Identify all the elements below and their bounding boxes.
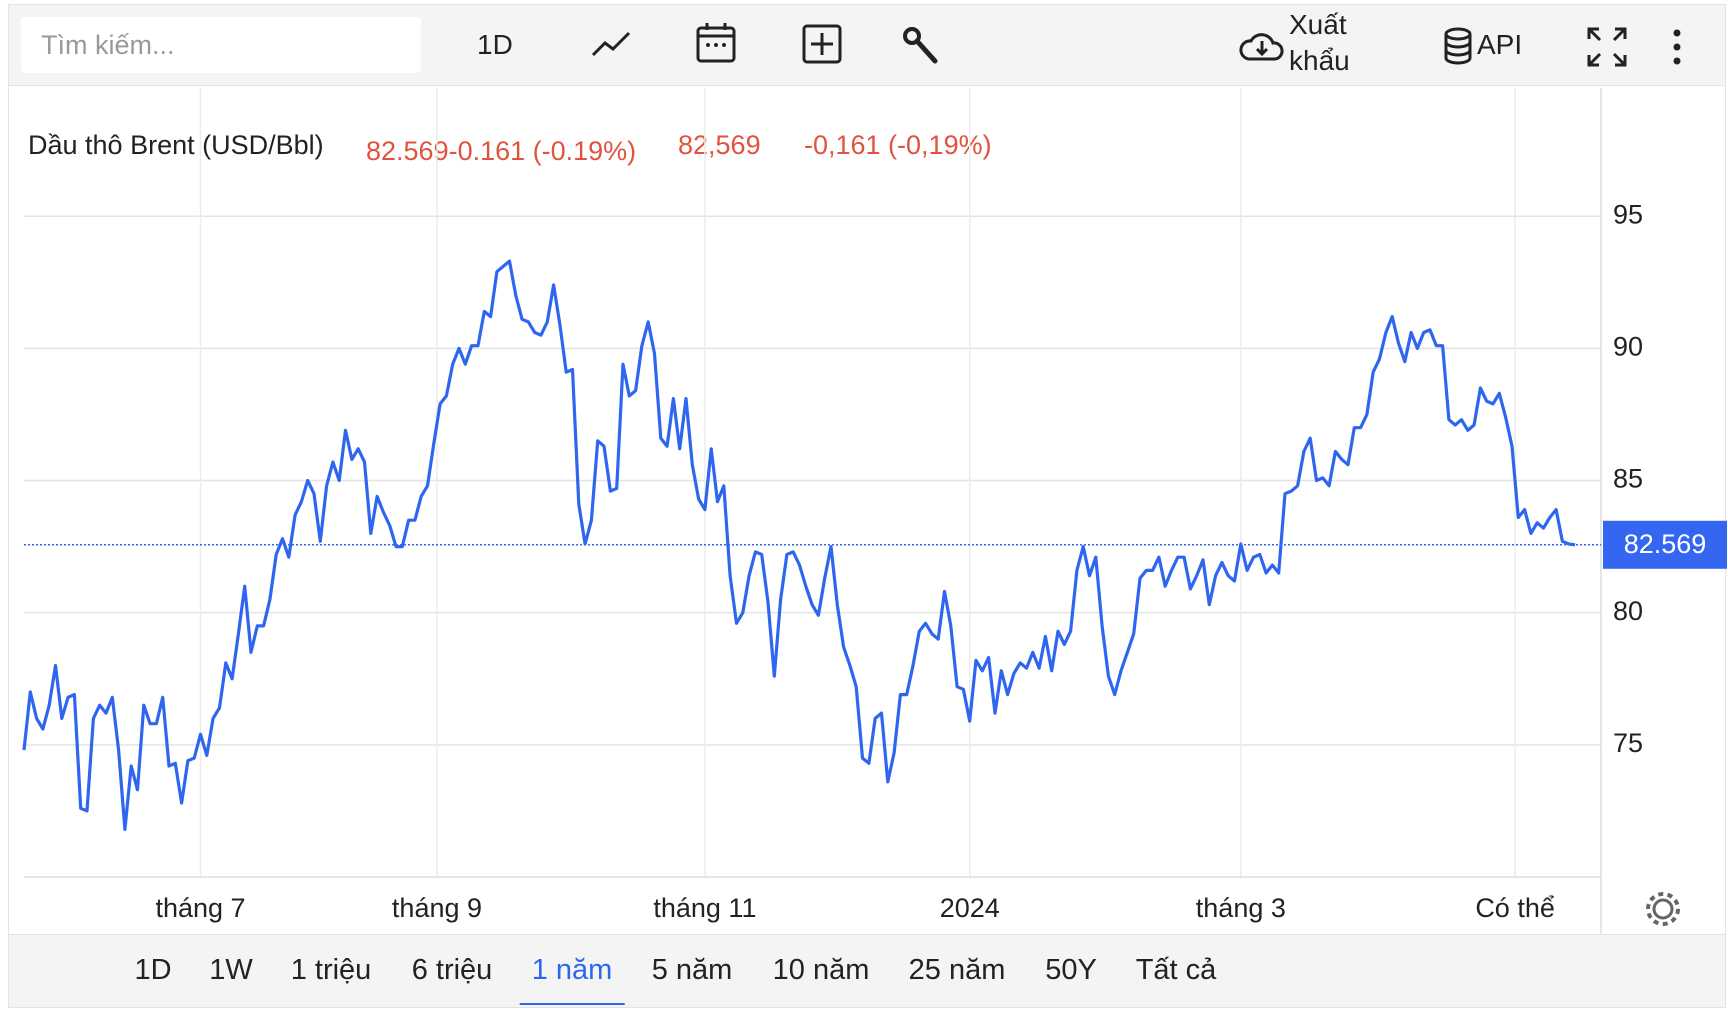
range-button[interactable]: 5 năm (651, 954, 733, 986)
menu-icon[interactable] (1671, 27, 1683, 67)
last-value-box (1603, 520, 1727, 569)
x-tick-label: tháng 3 (1196, 893, 1286, 923)
price-line (22, 259, 1576, 831)
range-button[interactable]: 50Y (1045, 954, 1097, 986)
y-tick-label: 95 (1613, 199, 1643, 229)
export-icon[interactable] (1239, 29, 1285, 63)
last-local: 82,569 (678, 130, 761, 160)
range-button[interactable]: 25 năm (908, 954, 1006, 986)
calendar-icon[interactable] (695, 21, 737, 65)
search-box[interactable]: Tìm kiếm... (21, 17, 421, 73)
chart: Dầu thô Brent (USD/Bbl) 82.569-0.161 (-0… (22, 88, 1727, 934)
range-button[interactable]: Tất cả (1135, 954, 1217, 986)
toolbar: Tìm kiếm... 1D Xuất khẩu API (8, 4, 1726, 86)
y-tick-label: 85 (1613, 464, 1643, 494)
line-icon[interactable] (589, 25, 633, 65)
range-button[interactable]: 1W (209, 954, 253, 986)
y-tick-label: 80 (1613, 596, 1643, 626)
change-local: -0,161 (-0,19%) (804, 130, 992, 160)
wrench-icon[interactable] (901, 25, 941, 67)
export-button[interactable]: Xuất khẩu (1289, 9, 1350, 76)
api-icon[interactable] (1443, 27, 1473, 65)
change-compact: 82.569-0.161 (-0.19%) (366, 136, 636, 166)
api-button[interactable]: API (1477, 29, 1523, 60)
range-button[interactable]: 1 năm (519, 935, 625, 1005)
x-tick-label: Có thể (1475, 893, 1555, 923)
range-button[interactable]: 10 năm (772, 954, 870, 986)
x-tick-label: tháng 11 (653, 893, 756, 923)
y-tick-label: 75 (1613, 728, 1643, 758)
fullscreen-icon[interactable] (1585, 25, 1629, 69)
range-button[interactable]: 1 triệu (290, 954, 372, 986)
interval-button[interactable]: 1D (477, 29, 513, 60)
range-button[interactable]: 6 triệu (411, 954, 493, 986)
range-button[interactable]: 1D (134, 954, 172, 986)
x-tick-label: tháng 7 (155, 893, 245, 923)
settings-icon[interactable] (1646, 892, 1680, 926)
x-tick-label: 2024 (940, 893, 1000, 923)
last-value-label: 82.569 (1624, 529, 1707, 559)
series-name: Dầu thô Brent (USD/Bbl) (28, 130, 324, 160)
range-bar: 1D 1W 1 triệu 6 triệu 1 năm 5 năm 10 năm 25 năm… (8, 934, 1726, 1008)
x-tick-label: tháng 9 (392, 893, 482, 923)
add-icon[interactable] (801, 23, 843, 65)
y-tick-label: 90 (1613, 331, 1643, 361)
